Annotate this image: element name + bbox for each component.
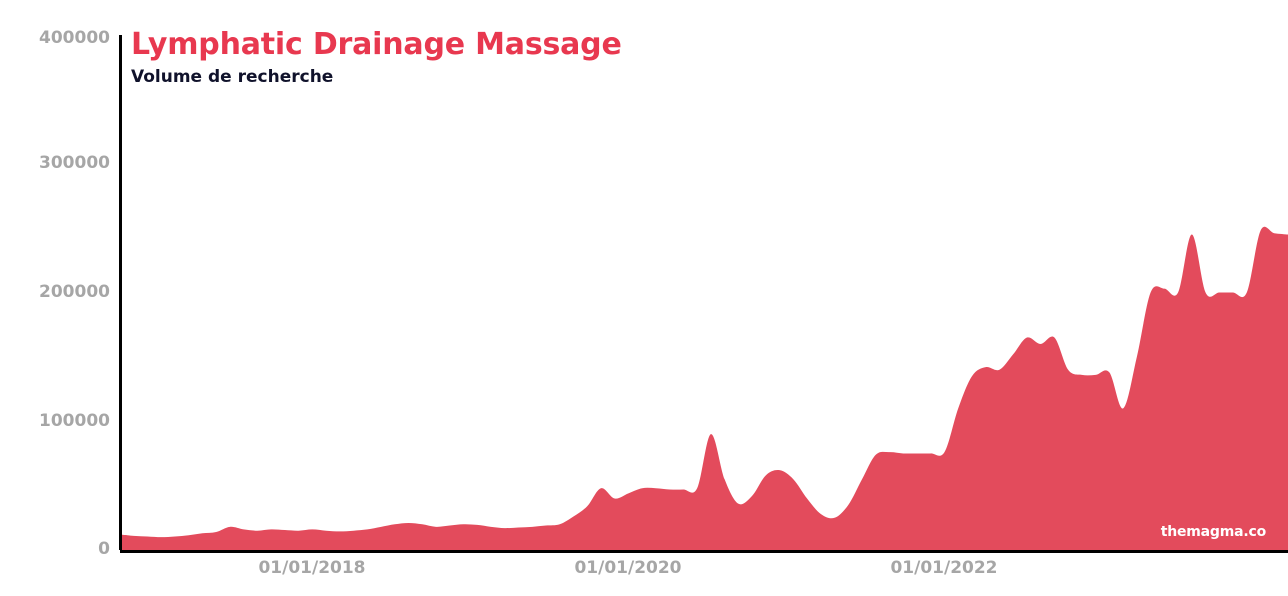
y-axis-tick-400000: 400000: [39, 28, 110, 48]
y-axis-tick-0: 0: [98, 539, 110, 559]
watermark-themagma: themagma.co: [1160, 524, 1266, 540]
x-axis-tick-2022: 01/01/2022: [890, 558, 998, 578]
x-axis-tick-2018: 01/01/2018: [258, 558, 366, 578]
y-axis-tick-100000: 100000: [39, 411, 110, 431]
x-axis-tick-2020: 01/01/2020: [574, 558, 682, 578]
y-axis-tick-200000: 200000: [39, 282, 110, 302]
y-axis-tick-300000: 300000: [39, 153, 110, 173]
series-area-lymphatic-drainage-massage: [120, 226, 1288, 550]
